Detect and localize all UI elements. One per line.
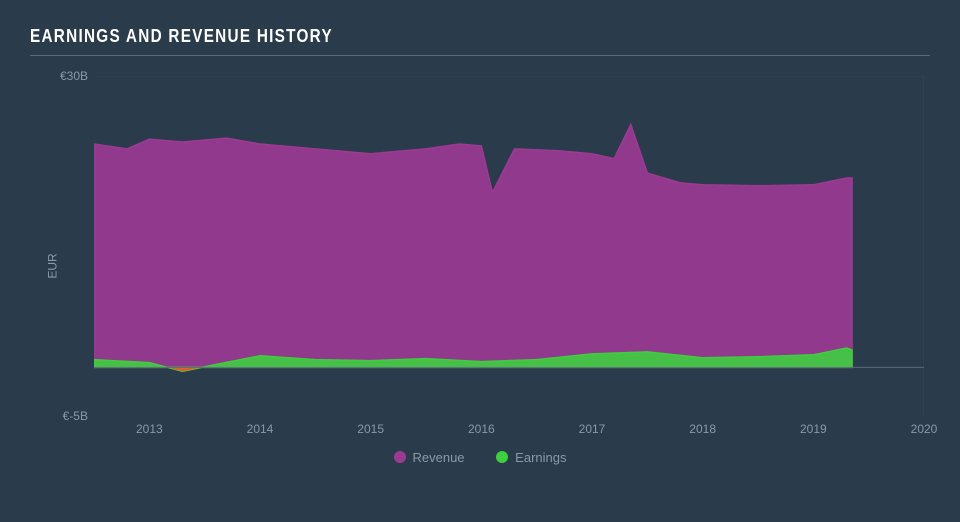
x-tick-label: 2015 bbox=[357, 422, 384, 436]
y-tick-label: €30B bbox=[38, 69, 88, 83]
y-axis-label: EUR bbox=[46, 253, 60, 278]
y-tick-label: €-5B bbox=[38, 409, 88, 423]
legend-label-revenue: Revenue bbox=[413, 450, 465, 465]
legend-label-earnings: Earnings bbox=[515, 450, 566, 465]
chart-area: EUR €30B €-5B 2013 2014 2015 2016 2017 2018 201… bbox=[30, 66, 930, 466]
chart-title: EARNINGS AND REVENUE HISTORY bbox=[30, 26, 795, 47]
x-tick-label: 2017 bbox=[579, 422, 606, 436]
series-area-revenue bbox=[94, 125, 852, 368]
x-tick-label: 2018 bbox=[689, 422, 716, 436]
x-tick-label: 2019 bbox=[800, 422, 827, 436]
x-tick-label: 2013 bbox=[136, 422, 163, 436]
legend-item-revenue: Revenue bbox=[394, 450, 465, 465]
plot-area bbox=[94, 76, 924, 416]
x-tick-label: 2016 bbox=[468, 422, 495, 436]
title-rule bbox=[30, 55, 930, 56]
legend-item-earnings: Earnings bbox=[496, 450, 566, 465]
legend: Revenue Earnings bbox=[30, 450, 930, 467]
legend-swatch-earnings bbox=[496, 451, 508, 463]
x-tick-label: 2020 bbox=[911, 422, 938, 436]
legend-swatch-revenue bbox=[394, 451, 406, 463]
x-tick-label: 2014 bbox=[247, 422, 274, 436]
